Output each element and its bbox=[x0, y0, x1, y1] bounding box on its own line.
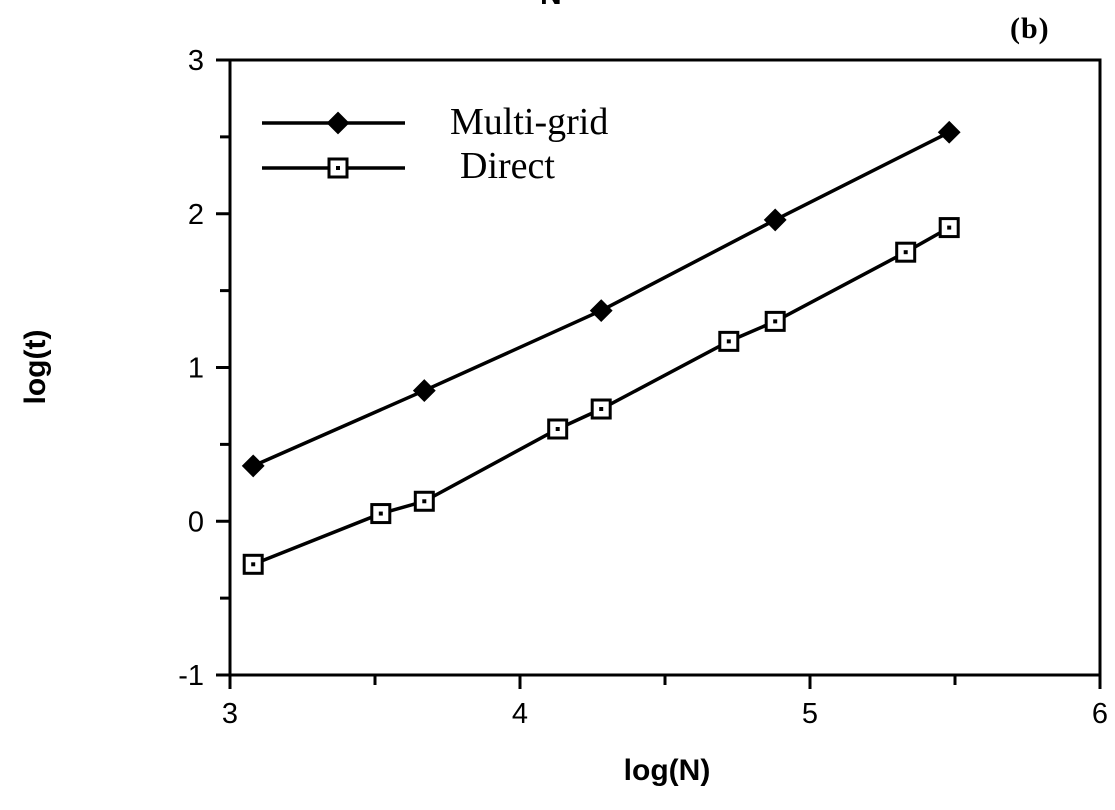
y-tick-label: 2 bbox=[188, 199, 204, 231]
data-point bbox=[412, 379, 436, 402]
top-letter: N bbox=[540, 0, 562, 12]
series-1 bbox=[242, 217, 960, 575]
axis-ticks: 3 4 5 6 -1 0 1 2 3 bbox=[178, 45, 1108, 730]
panel-label: (b) bbox=[1010, 12, 1050, 45]
data-point bbox=[589, 299, 613, 323]
data-point bbox=[413, 490, 435, 512]
y-tick-label: 3 bbox=[188, 45, 204, 77]
x-axis-title: log(N) bbox=[624, 754, 711, 787]
x-tick-label: 6 bbox=[1092, 698, 1108, 730]
data-point bbox=[763, 208, 787, 232]
series-0 bbox=[241, 120, 961, 478]
data-point bbox=[937, 120, 961, 144]
legend-item: Direct bbox=[262, 145, 555, 187]
plot-border bbox=[228, 58, 1102, 677]
data-point bbox=[241, 454, 265, 478]
y-tick-label: 0 bbox=[188, 506, 204, 538]
legend-item: Multi-grid bbox=[262, 101, 608, 143]
data-point bbox=[242, 553, 264, 575]
plot-frame bbox=[228, 58, 1102, 677]
data-point bbox=[764, 310, 786, 332]
data-point bbox=[895, 241, 917, 263]
legend-marker bbox=[327, 157, 349, 179]
data-point bbox=[590, 398, 612, 420]
series-line bbox=[252, 226, 951, 566]
data-point bbox=[718, 330, 740, 352]
y-axis-title: log(t) bbox=[19, 330, 52, 405]
data-point bbox=[938, 217, 960, 239]
data-point bbox=[547, 418, 569, 440]
x-tick-label: 5 bbox=[802, 698, 818, 730]
y-tick-label: 1 bbox=[188, 353, 204, 385]
y-tick-label: -1 bbox=[178, 660, 204, 692]
x-tick-label: 3 bbox=[222, 698, 238, 730]
legend-label: Multi-grid bbox=[450, 101, 608, 143]
legend-label: Direct bbox=[460, 145, 555, 187]
x-tick-label: 4 bbox=[512, 698, 528, 730]
legend-marker bbox=[326, 111, 350, 135]
data-point bbox=[370, 503, 392, 525]
series-layer bbox=[241, 120, 961, 575]
